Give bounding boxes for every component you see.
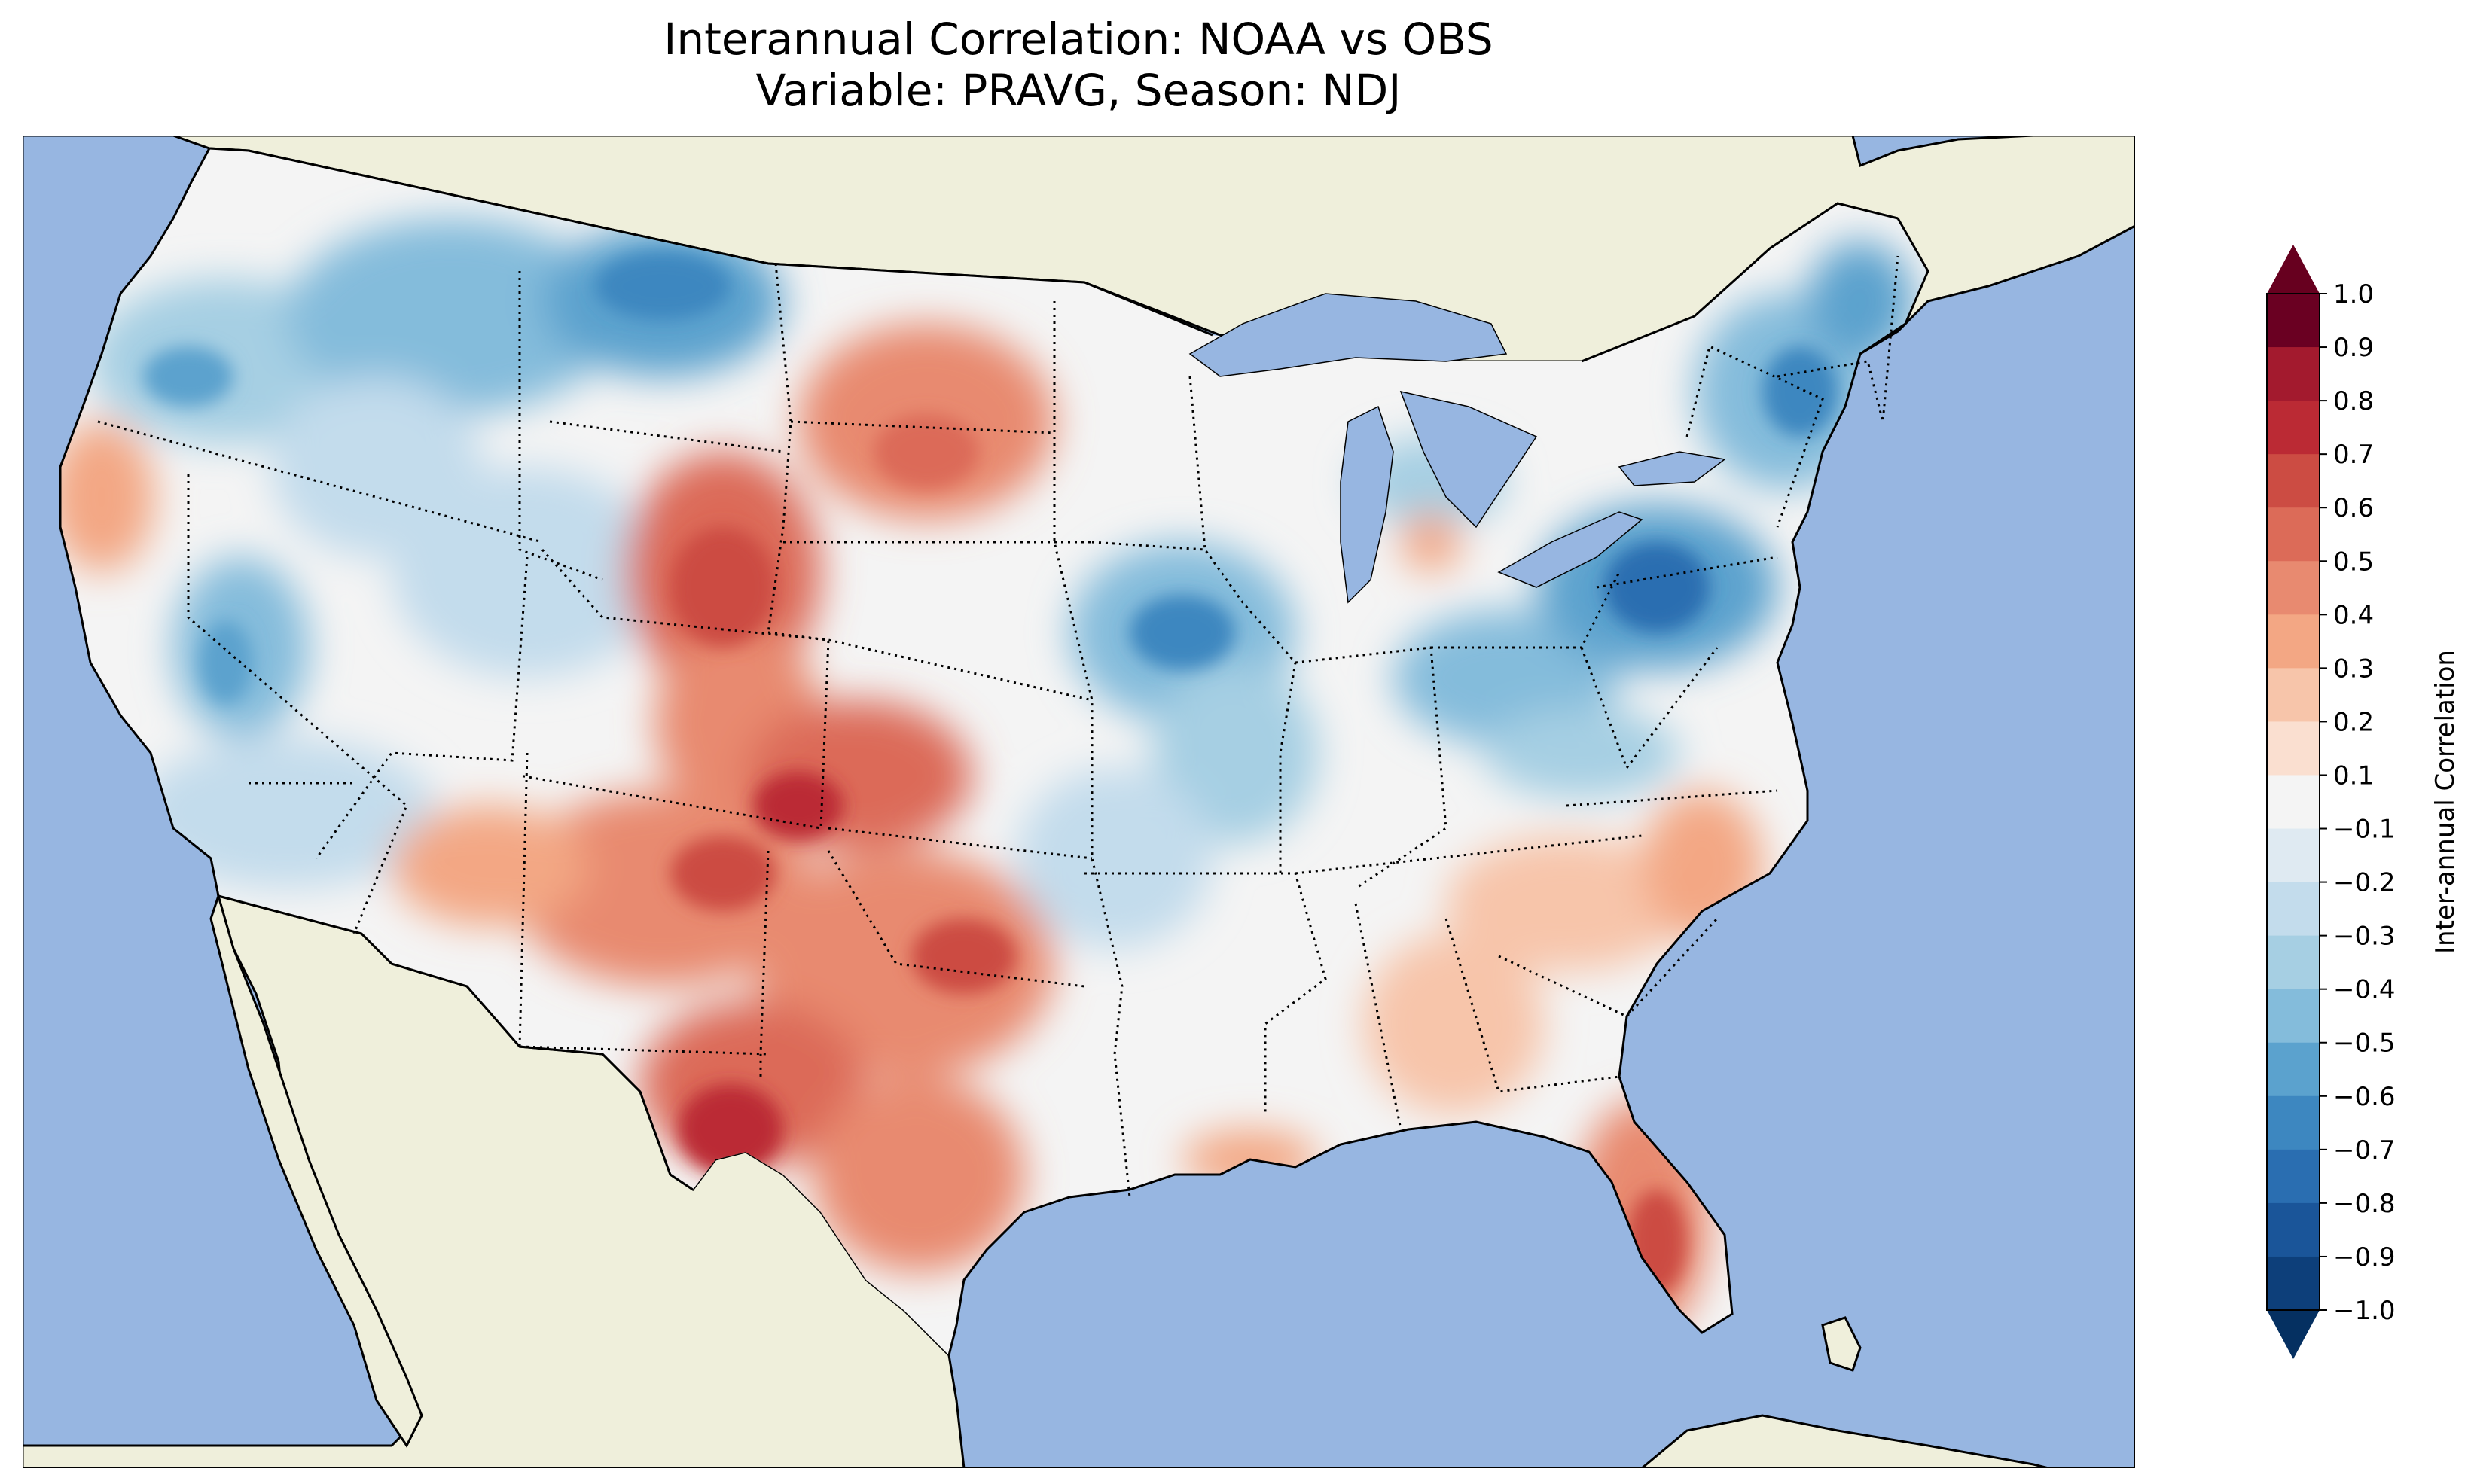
colorbar-segment <box>2267 721 2320 776</box>
colorbar-axis-label: Inter-annual Correlation <box>2430 650 2460 954</box>
colorbar-tick-label: −0.7 <box>2333 1135 2396 1166</box>
colorbar-segment <box>2267 1042 2320 1097</box>
colorbar-segment <box>2267 882 2320 937</box>
lake-huron <box>1399 390 1538 529</box>
colorbar-tick-label: −0.8 <box>2333 1189 2396 1219</box>
lake-erie <box>1497 511 1643 588</box>
lake-ontario <box>1618 451 1726 486</box>
colorbar-tick-label: −0.1 <box>2333 815 2396 845</box>
colorbar-frame <box>2266 293 2320 1311</box>
colorbar-segment <box>2267 775 2320 830</box>
colorbar-segment <box>2267 828 2320 883</box>
colorbar-segment <box>2267 454 2320 508</box>
colorbar-tick-label: −0.5 <box>2333 1028 2396 1059</box>
colorbar-tick-label: −0.6 <box>2333 1082 2396 1112</box>
colorbar-segment <box>2267 507 2320 562</box>
lake-superior <box>1188 293 1508 377</box>
colorbar-tick-label: −0.3 <box>2333 922 2396 952</box>
colorbar-tick-label: −0.4 <box>2333 975 2396 1005</box>
colorbar-segment <box>2267 1256 2320 1311</box>
baja-peninsula <box>209 891 423 1448</box>
bahamas-island <box>1821 1316 1862 1372</box>
colorbar-segment <box>2267 401 2320 455</box>
colorbar-segment <box>2267 668 2320 723</box>
state-borders <box>97 255 1899 1198</box>
colorbar-ticks: 1.0 0.9 0.8 0.7 0.6 0.5 0.4 0.3 0.2 0.1 −0.1 −0.2 −0… <box>2320 279 2396 1326</box>
colorbar-tick-label: 0.5 <box>2333 547 2374 577</box>
map-panel <box>23 136 2135 1468</box>
colorbar-tick-label: 0.8 <box>2333 386 2374 416</box>
colorbar-segment <box>2267 935 2320 990</box>
title-line-1: Interannual Correlation: NOAA vs OBS <box>663 14 1493 65</box>
colorbar-segment <box>2267 1095 2320 1150</box>
colorbar-tick-label: 0.2 <box>2333 707 2374 737</box>
colorbar-tick-label: 0.7 <box>2333 440 2374 470</box>
colorbar-tick-label: 0.9 <box>2333 333 2374 363</box>
country-borders <box>59 147 1929 1356</box>
colorbar-segment <box>2267 1202 2320 1257</box>
colorbar-segment <box>2267 1149 2320 1204</box>
colorbar-tick-label: −0.2 <box>2333 868 2396 898</box>
colorbar-segments <box>2267 294 2320 1311</box>
colorbar-segment <box>2267 294 2320 348</box>
colorbar: 1.0 0.9 0.8 0.7 0.6 0.5 0.4 0.3 0.2 0.1 −0.1 −0.2 −0… <box>2266 245 2460 1359</box>
colorbar-tick-label: −0.9 <box>2333 1242 2396 1272</box>
colorbar-segment <box>2267 561 2320 615</box>
colorbar-tick-label: 1.0 <box>2333 279 2374 309</box>
colorbar-segment <box>2267 989 2320 1044</box>
title-line-2: Variable: PRAVG, Season: NDJ <box>756 65 1402 116</box>
colorbar-tick-label: 0.3 <box>2333 654 2374 684</box>
colorbar-segment <box>2267 347 2320 401</box>
colorbar-tick-label: 0.1 <box>2333 760 2374 791</box>
great-lakes <box>1188 293 1726 604</box>
colorbar-segment <box>2267 614 2320 669</box>
colorbar-under-arrow <box>2267 1310 2320 1359</box>
lake-michigan <box>1340 405 1394 604</box>
colorbar-tick-label: 0.4 <box>2333 600 2374 630</box>
colorbar-over-arrow <box>2267 245 2320 294</box>
colorbar-tick-label: 0.6 <box>2333 493 2374 523</box>
colorbar-tick-label: −1.0 <box>2333 1296 2396 1326</box>
